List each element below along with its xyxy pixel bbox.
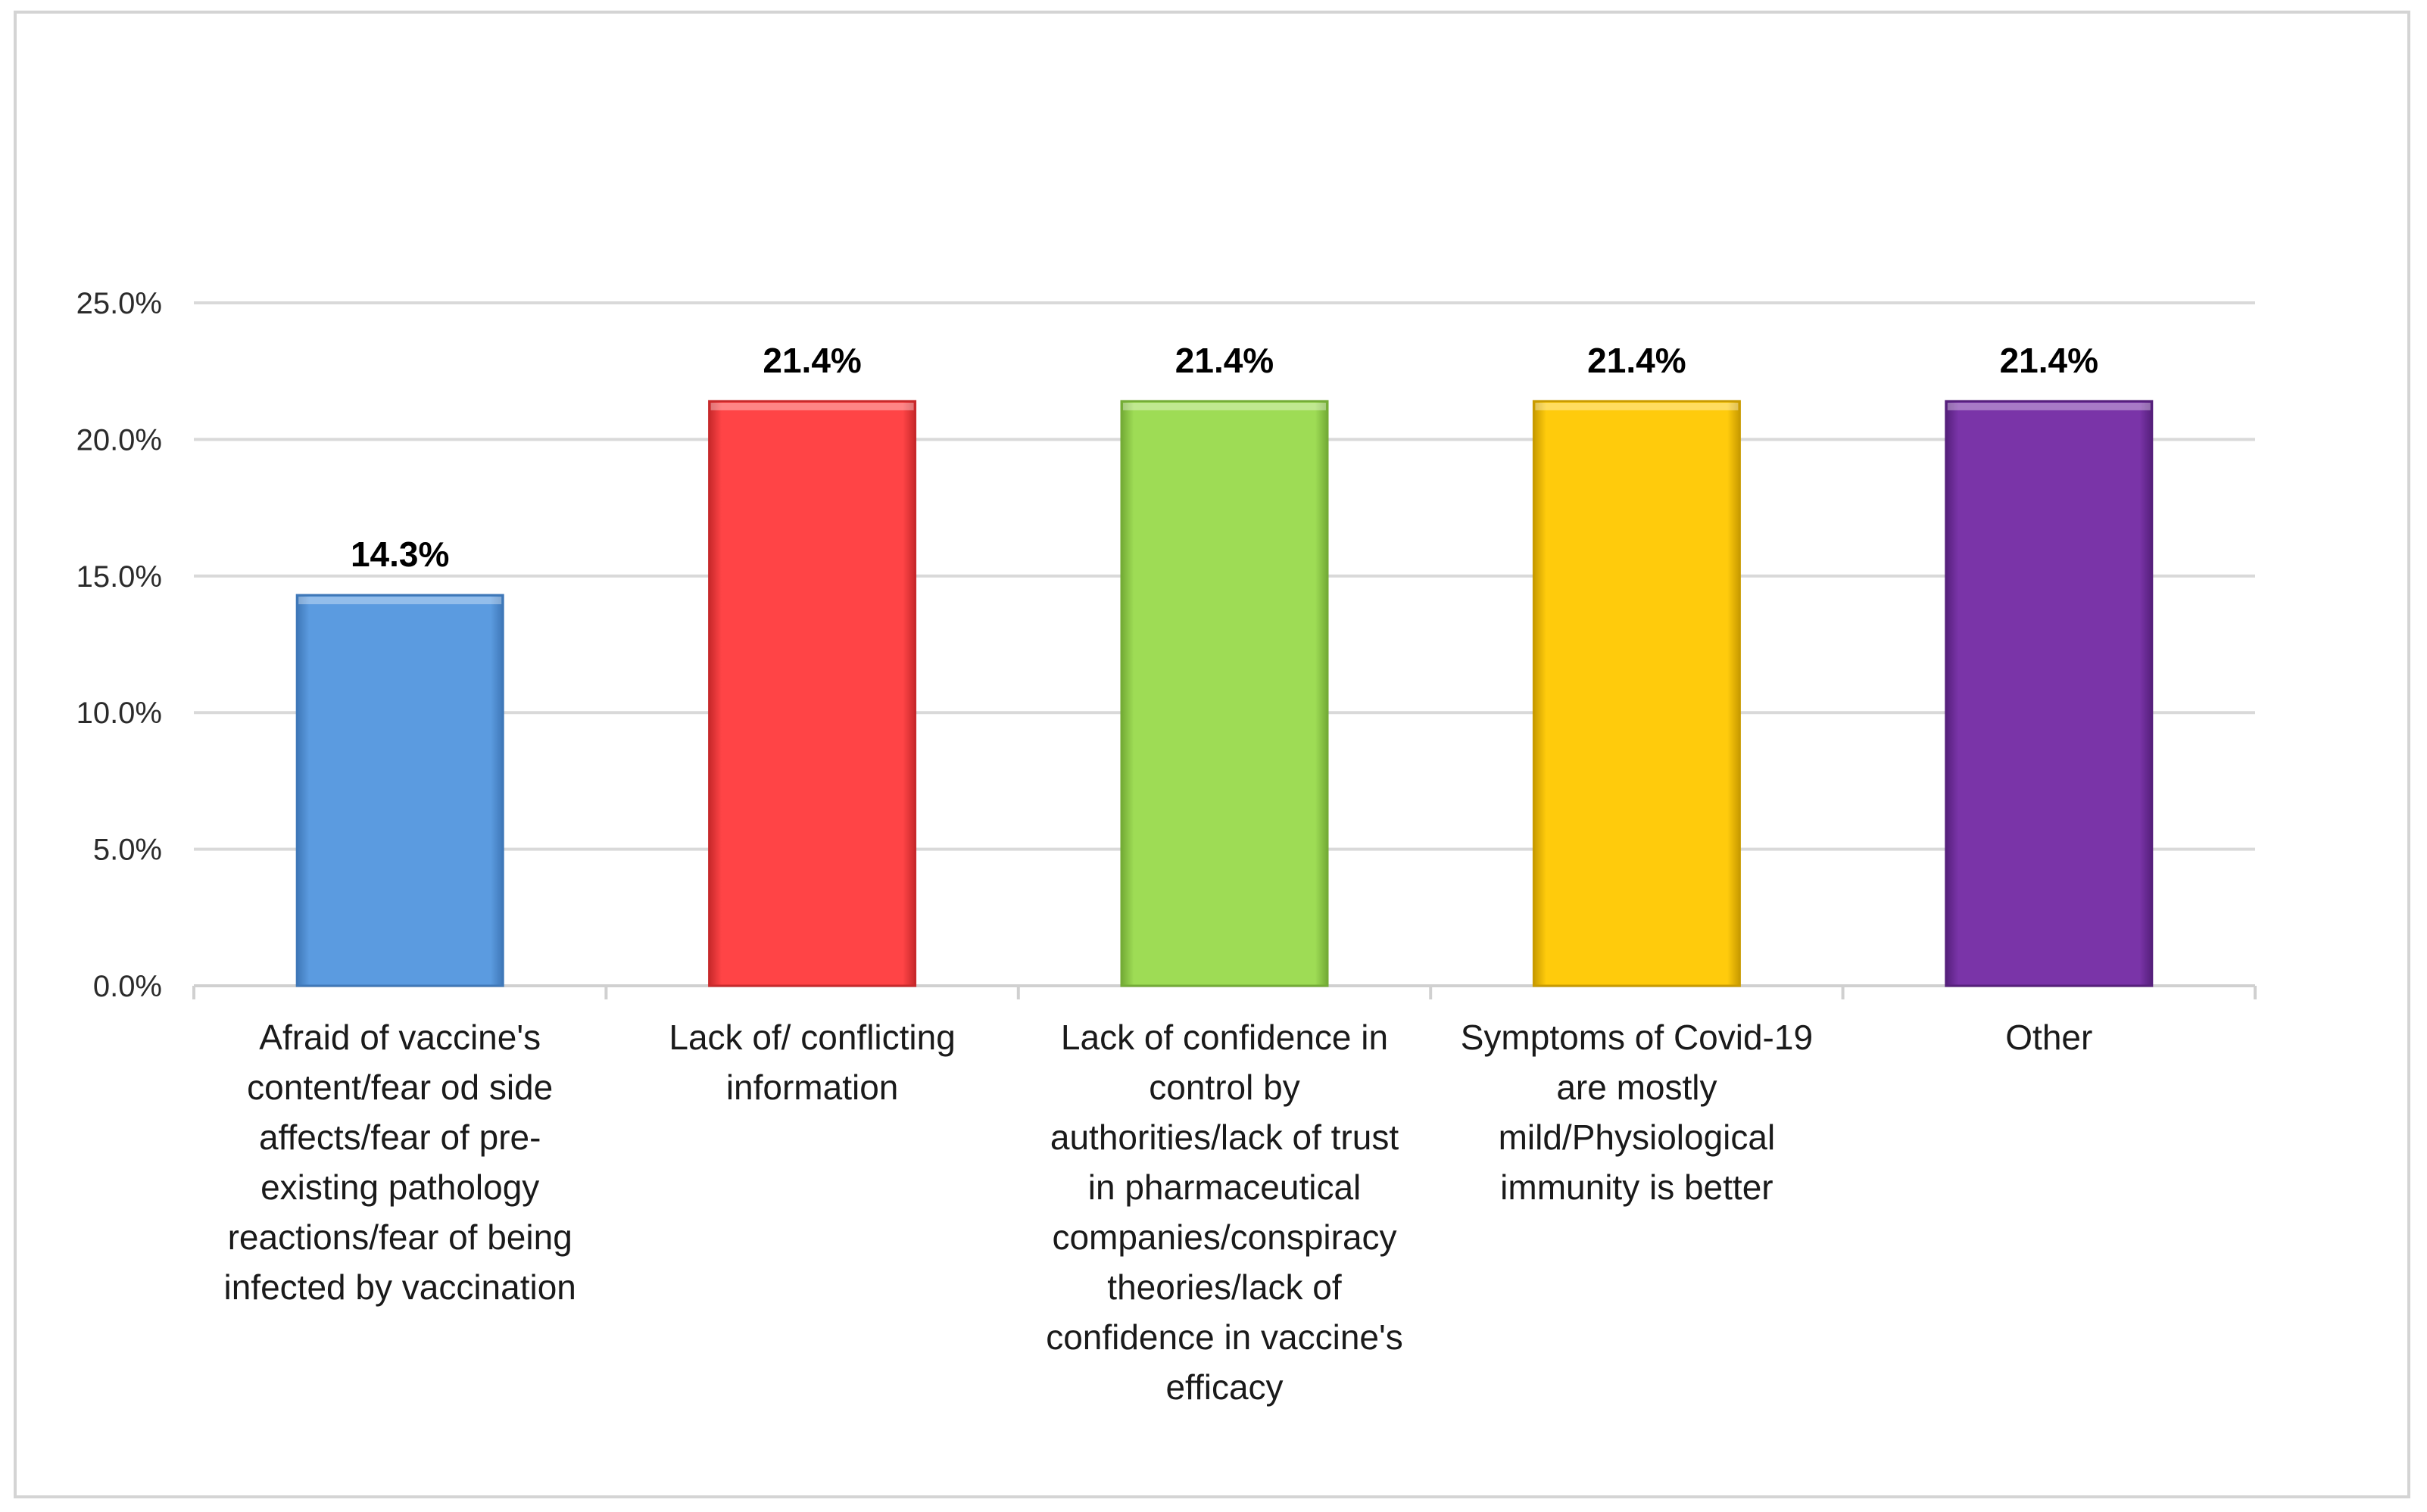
bar bbox=[1532, 400, 1741, 987]
data-label: 21.4% bbox=[2000, 341, 2098, 380]
category-label: Afraid of vaccine's content/fear od side a… bbox=[224, 1018, 576, 1307]
data-label: 14.3% bbox=[351, 535, 449, 574]
category-label-line: information bbox=[726, 1068, 899, 1107]
bar-highlight bbox=[710, 402, 914, 410]
category-label-line: content/fear od side bbox=[247, 1068, 553, 1107]
category-label-line: theories/lack of bbox=[1107, 1267, 1342, 1307]
category-label-line: Other bbox=[2005, 1018, 2092, 1057]
y-tick-label: 10.0% bbox=[76, 697, 162, 730]
y-axis-tick-labels: 0.0% 5.0% 10.0% 15.0% 20.0% 25.0% bbox=[76, 287, 162, 1003]
y-tick-label: 25.0% bbox=[76, 287, 162, 320]
category-label-line: Lack of/ conflicting bbox=[669, 1018, 955, 1057]
category-label-line: infected by vaccination bbox=[224, 1267, 576, 1307]
y-tick-label: 0.0% bbox=[93, 970, 162, 1003]
category-label-line: mild/Physiological bbox=[1499, 1118, 1776, 1157]
bar bbox=[295, 594, 504, 987]
bar-highlight bbox=[298, 597, 502, 605]
bar-highlight bbox=[1535, 402, 1739, 410]
category-label-line: are mostly bbox=[1556, 1068, 1717, 1107]
category-label-line: efficacy bbox=[1165, 1367, 1283, 1407]
data-label: 21.4% bbox=[1587, 341, 1686, 380]
category-label: Other bbox=[2005, 1018, 2092, 1057]
category-label: Lack of/ conflicting information bbox=[669, 1018, 955, 1107]
category-label-line: immunity is better bbox=[1500, 1168, 1773, 1207]
bar-highlight bbox=[1123, 402, 1326, 410]
category-label-line: in pharmaceutical bbox=[1088, 1168, 1362, 1207]
bars bbox=[295, 400, 2154, 987]
category-label: Symptoms of Covid-19 are mostly mild/Physi… bbox=[1461, 1018, 1813, 1207]
category-label: Lack of confidence in control by authoriti… bbox=[1046, 1018, 1403, 1407]
category-label-line: reactions/fear of being bbox=[228, 1217, 572, 1257]
y-tick-label: 20.0% bbox=[76, 423, 162, 457]
category-label-line: Afraid of vaccine's bbox=[259, 1018, 541, 1057]
bar bbox=[1120, 400, 1329, 987]
bar-highlight bbox=[1947, 402, 2151, 410]
category-label-line: affects/fear of pre- bbox=[259, 1118, 541, 1157]
data-labels: 14.3% 21.4% 21.4% 21.4% 21.4% bbox=[351, 341, 2098, 574]
category-label-line: confidence in vaccine's bbox=[1046, 1317, 1403, 1357]
category-label-line: Symptoms of Covid-19 bbox=[1461, 1018, 1813, 1057]
bar bbox=[708, 400, 917, 987]
data-label: 21.4% bbox=[1175, 341, 1274, 380]
category-label-line: companies/conspiracy bbox=[1052, 1217, 1396, 1257]
category-label-line: Lack of confidence in bbox=[1061, 1018, 1388, 1057]
data-label: 21.4% bbox=[763, 341, 861, 380]
category-labels: Afraid of vaccine's content/fear od side a… bbox=[224, 1018, 2093, 1407]
y-tick-label: 5.0% bbox=[93, 834, 162, 867]
x-axis bbox=[192, 984, 2257, 999]
bar bbox=[1945, 400, 2154, 987]
category-label-line: authorities/lack of trust bbox=[1050, 1118, 1399, 1157]
category-label-line: existing pathology bbox=[260, 1168, 539, 1207]
y-tick-label: 15.0% bbox=[76, 560, 162, 594]
category-label-line: control by bbox=[1149, 1068, 1299, 1107]
